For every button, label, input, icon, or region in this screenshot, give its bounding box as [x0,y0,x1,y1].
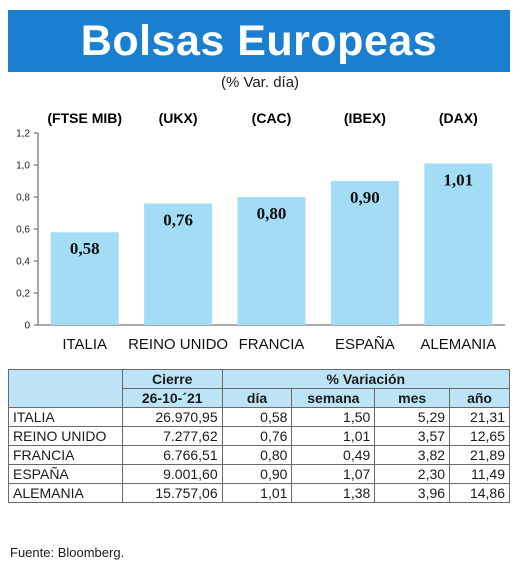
bar [237,197,306,325]
header-mes: mes [374,388,451,408]
row-country: ITALIA [8,407,123,427]
row-ano: 21,89 [449,445,510,465]
row-ano: 21,31 [449,407,510,427]
table-row: REINO UNIDO 7.277,62 0,76 1,01 3,57 12,6… [8,426,510,446]
row-country: ALEMANIA [8,483,123,503]
row-mes: 5,29 [374,407,451,427]
row-semana: 0,49 [291,445,376,465]
chart-title: Bolsas Europeas [80,16,438,65]
row-cierre: 6.766,51 [121,445,223,465]
bar-value-label: 0,80 [257,204,287,223]
header-ano: año [449,388,510,408]
y-tick-label: 0,8 [16,193,30,204]
table-row: ALEMANIA 15.757,06 1,01 1,38 3,96 14,86 [8,483,510,503]
category-label: REINO UNIDO [128,336,228,353]
row-ano: 12,65 [449,426,510,446]
row-semana: 1,38 [291,483,376,503]
bar [424,163,493,325]
row-dia: 0,90 [221,464,293,484]
row-semana: 1,50 [291,407,376,427]
header-variacion: % Variación [221,369,511,389]
row-cierre: 9.001,60 [121,464,223,484]
bar [144,203,213,325]
bar-value-label: 0,90 [350,188,380,207]
y-tick-label: 0,4 [16,257,30,268]
index-label: (DAX) [439,110,478,126]
row-ano: 14,86 [449,483,510,503]
y-tick-label: 1,0 [16,161,30,172]
source-note: Fuente: Bloomberg. [10,545,125,560]
category-label: ESPAÑA [335,336,395,353]
title-banner: Bolsas Europeas [8,10,510,72]
header-semana: semana [291,388,376,408]
row-mes: 3,82 [374,445,451,465]
bar-chart: 0 0,2 0,4 0,6 0,8 1,0 1,2 0,58 (FTSE MIB) ITALIA 0… [16,110,505,353]
bar [330,181,399,325]
bar [50,232,119,325]
row-cierre: 7.277,62 [121,426,223,446]
bar-value-label: 0,58 [70,239,100,258]
row-dia: 0,80 [221,445,293,465]
row-dia: 0,58 [221,407,293,427]
row-semana: 1,07 [291,464,376,484]
category-label: FRANCIA [239,336,305,353]
chart-subtitle: (% Var. día) [220,74,300,91]
y-tick-label: 0,2 [16,289,30,300]
bar-value-label: 0,76 [163,210,193,229]
category-label: ITALIA [62,336,107,353]
y-tick-label: 1,2 [16,129,30,140]
bar-value-label: 1,01 [443,170,473,189]
row-mes: 3,57 [374,426,451,446]
row-ano: 11,49 [449,464,510,484]
table-row: ITALIA 26.970,95 0,58 1,50 5,29 21,31 [8,407,510,427]
header-date: 26-10-´21 [121,388,223,408]
table-row: ESPAÑA 9.001,60 0,90 1,07 2,30 11,49 [8,464,510,484]
header-cierre: Cierre [121,369,223,389]
row-cierre: 26.970,95 [121,407,223,427]
index-label: (IBEX) [344,110,386,126]
row-dia: 1,01 [221,483,293,503]
row-semana: 1,01 [291,426,376,446]
index-label: (CAC) [252,110,292,126]
row-mes: 2,30 [374,464,451,484]
index-label: (UKX) [159,110,198,126]
row-country: ESPAÑA [8,464,123,484]
header-dia: día [221,388,293,408]
row-country: REINO UNIDO [8,426,123,446]
category-label: ALEMANIA [420,336,496,353]
row-dia: 0,76 [221,426,293,446]
index-label: (FTSE MIB) [47,110,122,126]
row-country: FRANCIA [8,445,123,465]
row-mes: 3,96 [374,483,451,503]
data-table: Cierre % Variación 26-10-´21 día semana … [8,369,511,503]
row-cierre: 15.757,06 [121,483,223,503]
table-row: FRANCIA 6.766,51 0,80 0,49 3,82 21,89 [8,445,510,465]
y-tick-label: 0,6 [16,225,30,236]
y-tick-label: 0 [24,321,30,332]
table-corner [8,369,123,408]
